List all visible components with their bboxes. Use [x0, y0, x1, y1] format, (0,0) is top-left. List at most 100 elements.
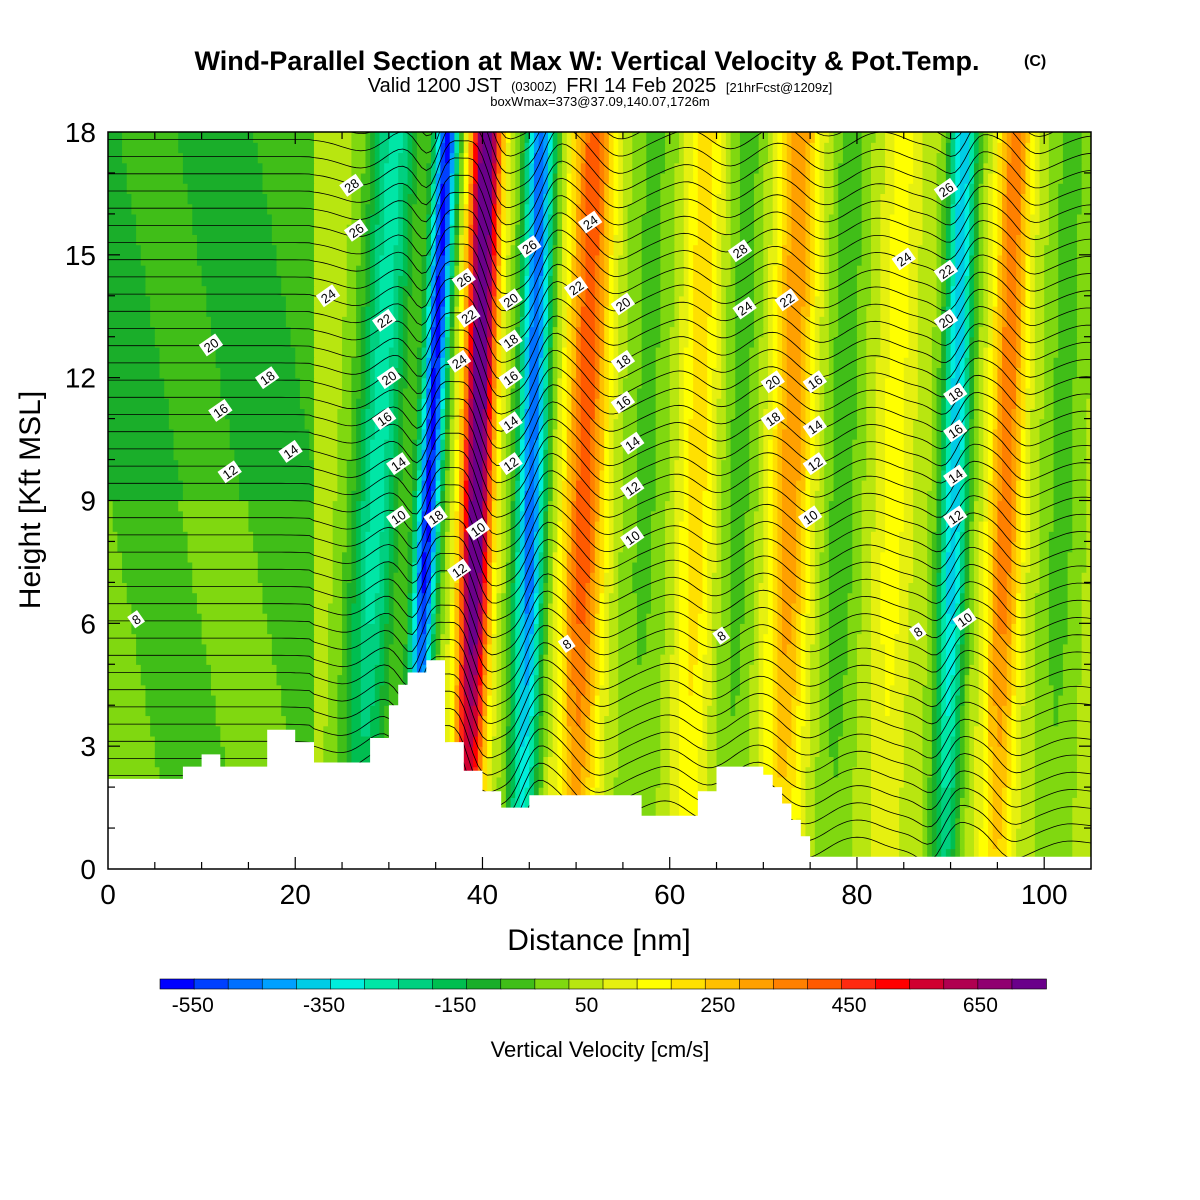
terrain-mask [108, 660, 1091, 869]
contour-label: 16 [610, 390, 636, 414]
y-tick-label: 6 [80, 608, 96, 639]
contour-label: 26 [451, 267, 476, 291]
contour-label: 28 [339, 173, 364, 197]
x-tick-label: 0 [100, 879, 116, 910]
isentrope-line [108, 140, 1091, 208]
contour-label: 22 [371, 308, 397, 332]
colorbar-tick-label: 50 [575, 994, 598, 1017]
contour-label: 12 [620, 476, 645, 500]
contour-label: 22 [774, 288, 799, 312]
box-info: boxWmax=373@37.09,140.07,1726m [490, 94, 710, 109]
isentrope-line [108, 243, 1091, 312]
isentrope-line [108, 174, 1091, 243]
colorbar-swatch [432, 978, 468, 990]
colorbar-swatch [1011, 978, 1047, 990]
contour-label: 8 [127, 610, 146, 629]
colorbar-swatch [193, 978, 229, 990]
x-tick-label: 80 [841, 879, 872, 910]
contour-label: 20 [760, 370, 785, 394]
colorbar-tick-labels: -550 -350 -150 50 250 450 650 [172, 994, 998, 1017]
colorbar-swatch [807, 978, 843, 990]
isentrope-line [108, 415, 1091, 484]
contour-label: 24 [577, 210, 603, 234]
contour-label: 18 [498, 329, 523, 353]
contour-label: 22 [933, 259, 959, 283]
colorbar-swatch [296, 978, 332, 990]
contour-label: 8 [557, 634, 576, 653]
colorbar-swatch [670, 978, 707, 990]
isentrope-line [108, 656, 1091, 724]
isentrope-line [108, 191, 1091, 260]
isentrope-line [108, 621, 1091, 690]
colorbar-swatch [398, 978, 434, 990]
colorbar [159, 978, 1047, 990]
y-axis-label: Height [Kft MSL] [14, 391, 47, 609]
colorbar-swatch [841, 978, 877, 990]
colorbar-swatch [943, 978, 979, 990]
contour-label: 24 [891, 247, 916, 271]
contour-label: 10 [952, 607, 977, 631]
isentrope-line [108, 535, 1091, 604]
contour-label: 24 [446, 349, 472, 373]
valid-time-line: Valid 1200 JST (0300Z) FRI 14 Feb 2025 [… [368, 74, 833, 97]
contour-label: 20 [198, 333, 224, 357]
contour-label: 20 [498, 288, 523, 312]
contour-label: 24 [732, 296, 757, 320]
contour-label: 14 [498, 411, 523, 435]
contour-label: 16 [371, 407, 397, 431]
y-tick-labels: 0 3 6 9 12 15 18 [65, 117, 96, 885]
x-axis-label: Distance [nm] [507, 924, 690, 957]
contour-label: 20 [376, 366, 402, 390]
chart-title: Wind-Parallel Section at Max W: Vertical… [195, 46, 980, 76]
copyright-mark: (C) [1024, 53, 1046, 70]
isentrope-line [108, 587, 1091, 656]
colorbar-swatch [602, 978, 638, 990]
colorbar-swatch [875, 978, 911, 990]
contour-label: 12 [217, 460, 242, 484]
contour-label: 14 [386, 452, 411, 476]
isentrope-line [108, 501, 1091, 570]
contour-label: 14 [802, 415, 828, 439]
contour-label: 12 [498, 452, 523, 476]
colorbar-swatch [704, 978, 741, 990]
colorbar-swatch [739, 978, 775, 990]
x-tick-labels: 0 20 40 60 80 100 [100, 879, 1067, 910]
contour-label: 16 [208, 398, 233, 422]
axis-ticks [108, 132, 1091, 869]
colorbar-swatch [466, 978, 502, 990]
isentrope-line [108, 604, 1091, 673]
valid-prefix: Valid 1200 JST [368, 75, 502, 97]
colorbar-tick-label: -150 [434, 994, 476, 1017]
valid-date: FRI 14 Feb 2025 [566, 75, 716, 97]
contour-label: 18 [760, 407, 785, 431]
colorbar-tick-label: -350 [303, 994, 345, 1017]
x-tick-label: 100 [1021, 879, 1068, 910]
isentrope-line [108, 277, 1091, 346]
contour-label: 26 [343, 218, 369, 242]
isentrope-line [108, 570, 1091, 639]
contour-label: 24 [315, 284, 341, 308]
isentrope-line [108, 398, 1091, 466]
isentrope-line [108, 363, 1091, 432]
forecast-info: [21hrFcst@1209z] [726, 80, 832, 95]
colorbar-swatch [227, 978, 264, 990]
contour-label: 18 [423, 505, 448, 529]
isentrope-line [108, 432, 1091, 501]
contour-label: 10 [797, 505, 823, 529]
contour-label: 12 [446, 558, 472, 582]
y-tick-label: 3 [80, 731, 96, 762]
contour-label: 16 [498, 366, 523, 390]
colorbar-swatch [909, 978, 945, 990]
isentrope-line [108, 226, 1091, 295]
contour-label: 16 [943, 419, 968, 443]
contour-label: 20 [610, 292, 636, 316]
contour-label: 12 [802, 452, 828, 476]
terrain-shape [108, 660, 1091, 869]
contour-label: 12 [943, 505, 968, 529]
contour-label: 14 [943, 464, 968, 488]
isentrope-line [108, 449, 1091, 518]
isentrope-line [108, 381, 1091, 449]
isentrope-line [108, 553, 1091, 621]
isentrope-line [108, 209, 1091, 278]
contour-label: 20 [933, 308, 959, 332]
